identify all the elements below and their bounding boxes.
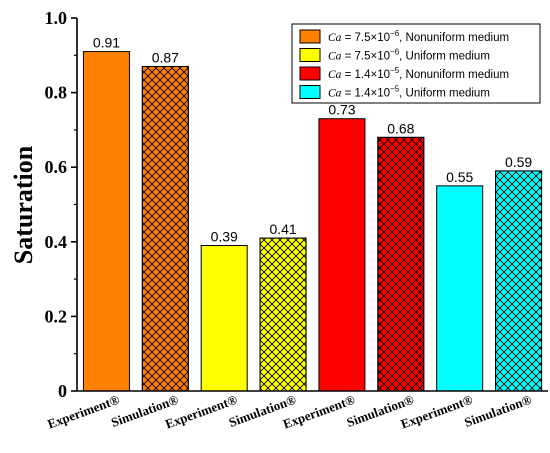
legend-entry-label: Ca = 1.4×10−5, Uniform medium (328, 85, 490, 100)
bar-value-label: 0.87 (152, 49, 179, 65)
y-tick-label: 1.0 (45, 8, 68, 28)
bar-hatch (259, 237, 307, 392)
y-tick-label: 0.8 (45, 83, 68, 103)
y-ticks-group: 0 0.2 0.4 0.6 0.8 1.0 (45, 8, 77, 401)
legend-entry-label: Ca = 7.5×10−6, Nonuniform medium (328, 29, 509, 44)
legend-swatch (299, 48, 321, 62)
bar-hatch (141, 65, 189, 392)
bar-value-label: 0.55 (446, 169, 473, 185)
bar (82, 51, 130, 392)
bars-group: 0.91 0.87 0.39 0.41 0.73 0.68 0.55 0.59 (82, 35, 543, 392)
bar-hatch (495, 170, 543, 392)
bar-value-label: 0.68 (387, 120, 414, 136)
y-tick-label: 0 (58, 381, 67, 401)
bar (318, 118, 366, 392)
legend-box (291, 23, 541, 104)
y-tick-label: 0.6 (45, 157, 68, 177)
x-category-label: Simulation® (462, 392, 534, 430)
legend: Ca = 7.5×10−6, Nonuniform medium Ca = 7.5… (291, 23, 541, 104)
bar-hatch (377, 136, 425, 392)
y-tick-label: 0.2 (45, 306, 68, 326)
bar (200, 245, 248, 392)
y-axis-label: Saturation (9, 145, 38, 264)
legend-swatch (299, 85, 321, 99)
bar (436, 185, 484, 392)
bar-value-label: 0.73 (328, 102, 355, 118)
legend-swatch (299, 66, 321, 81)
legend-entry-label: Ca = 1.4×10−5, Nonuniform medium (328, 66, 509, 81)
bar-value-label: 0.41 (269, 221, 296, 237)
bar-value-label: 0.39 (211, 229, 238, 245)
x-category-labels: Experiment®Simulation®Experiment®Simulat… (45, 392, 533, 432)
legend-entry-label: Ca = 7.5×10−6, Uniform medium (328, 48, 490, 63)
legend-swatch (299, 29, 321, 44)
x-category-label: Experiment® (45, 392, 121, 432)
y-tick-label: 0.4 (45, 232, 68, 252)
bar-value-label: 0.91 (93, 35, 120, 51)
bar-value-label: 0.59 (505, 154, 532, 170)
